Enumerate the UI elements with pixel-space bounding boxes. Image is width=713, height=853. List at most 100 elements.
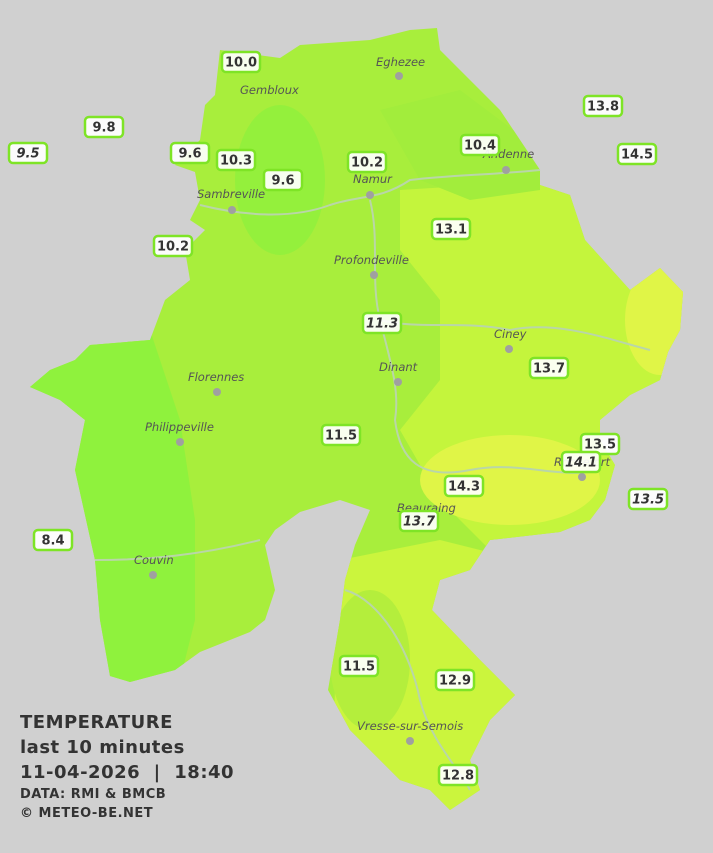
station-box <box>215 148 257 172</box>
city-dot <box>176 438 184 446</box>
station-label: 10.4 <box>459 133 501 157</box>
station-label: 11.5 <box>338 654 380 678</box>
station-reading: 10.3 <box>220 154 252 169</box>
station-box <box>528 356 570 380</box>
station-reading: 13.1 <box>435 223 467 238</box>
city-dot <box>149 571 157 579</box>
station-label: 11.3 <box>361 311 403 335</box>
station-layer: 10.0 9.8 9.5 9.6 10.3 9.6 10.2 10.4 13.8 14.5 10.2… <box>7 50 669 787</box>
station-label: 9.8 <box>83 115 125 139</box>
station-box <box>437 763 479 787</box>
station-label: 10.3 <box>215 148 257 172</box>
city-name: Profondeville <box>334 253 409 267</box>
city-dot <box>213 388 221 396</box>
city-name: Dinant <box>379 360 418 374</box>
city-name: Florennes <box>188 370 244 384</box>
station-box <box>398 509 440 533</box>
city-name: Sambreville <box>197 187 265 201</box>
station-box <box>361 311 403 335</box>
station-reading: 10.0 <box>225 56 257 71</box>
city-dot <box>505 345 513 353</box>
station-label: 13.5 <box>627 487 669 511</box>
station-label: 14.3 <box>443 474 485 498</box>
station-box <box>169 141 211 165</box>
station-reading: 13.7 <box>533 362 565 377</box>
legend: TEMPERATURE last 10 minutes 11-04-2026 |… <box>20 710 234 823</box>
station-label: 14.5 <box>616 142 658 166</box>
station-label: 12.8 <box>437 763 479 787</box>
station-box <box>152 234 194 258</box>
station-box <box>459 133 501 157</box>
legend-copyright: © METEO-BE.NET <box>20 806 154 821</box>
station-reading: 8.4 <box>41 534 64 549</box>
station-reading: 11.5 <box>325 429 357 444</box>
station-box <box>7 141 49 165</box>
station-reading: 9.8 <box>92 121 115 136</box>
station-label: 10.2 <box>152 234 194 258</box>
station-box <box>616 142 658 166</box>
station-box <box>32 528 74 552</box>
station-box <box>83 115 125 139</box>
station-box <box>627 487 669 511</box>
city-name: Eghezee <box>376 55 425 69</box>
station-label: 9.6 <box>262 168 304 192</box>
station-label: 10.2 <box>346 150 388 174</box>
station-box <box>262 168 304 192</box>
station-box <box>346 150 388 174</box>
station-label: 13.7 <box>528 356 570 380</box>
city-name: Vresse-sur-Semois <box>357 719 463 733</box>
station-label: 9.5 <box>7 141 49 165</box>
station-reading: 9.6 <box>178 147 201 162</box>
station-reading: 12.9 <box>439 674 471 689</box>
station-box <box>220 50 262 74</box>
station-reading: 14.3 <box>448 480 480 495</box>
station-reading: 11.5 <box>343 660 375 675</box>
city-dot <box>578 473 586 481</box>
city-name: Namur <box>353 172 393 186</box>
city-name: Ciney <box>494 327 527 341</box>
city-dot <box>395 72 403 80</box>
city-dot <box>228 206 236 214</box>
city-dot <box>370 271 378 279</box>
legend-datetime: 11-04-2026 | 18:40 <box>20 762 235 783</box>
station-reading: 14.1 <box>565 456 597 471</box>
city-name: Philippeville <box>145 420 214 434</box>
city-name: Couvin <box>134 553 174 567</box>
station-reading: 14.5 <box>621 148 653 163</box>
station-reading: 13.5 <box>632 493 664 508</box>
station-label: 13.1 <box>430 217 472 241</box>
station-box <box>338 654 380 678</box>
station-reading: 10.4 <box>464 139 496 154</box>
station-reading: 10.2 <box>351 156 383 171</box>
station-box <box>560 450 602 474</box>
city-dot <box>366 191 374 199</box>
station-label: 11.5 <box>320 423 362 447</box>
station-reading: 10.2 <box>157 240 189 255</box>
city-dot <box>502 166 510 174</box>
station-reading: 11.3 <box>366 317 398 332</box>
city-layer: EghezeeGemblouxAndenneNamurSambrevillePr… <box>134 55 611 745</box>
legend-source: DATA: RMI & BMCB <box>20 787 167 802</box>
station-label: 8.4 <box>32 528 74 552</box>
station-reading: 13.7 <box>403 515 436 530</box>
station-reading: 9.5 <box>16 147 39 162</box>
station-box <box>430 217 472 241</box>
station-label: 13.7 <box>398 509 440 533</box>
station-label: 14.1 <box>560 450 602 474</box>
legend-title: TEMPERATURE <box>20 712 173 733</box>
city-dot <box>394 378 402 386</box>
station-reading: 13.8 <box>587 100 619 115</box>
station-box <box>434 668 476 692</box>
station-box <box>443 474 485 498</box>
station-label: 9.6 <box>169 141 211 165</box>
legend-subtitle: last 10 minutes <box>20 737 185 758</box>
station-box <box>582 94 624 118</box>
city-name: Gembloux <box>240 83 299 97</box>
station-label: 12.9 <box>434 668 476 692</box>
station-label: 10.0 <box>220 50 262 74</box>
station-box <box>320 423 362 447</box>
city-dot <box>406 737 414 745</box>
station-reading: 12.8 <box>442 769 474 784</box>
